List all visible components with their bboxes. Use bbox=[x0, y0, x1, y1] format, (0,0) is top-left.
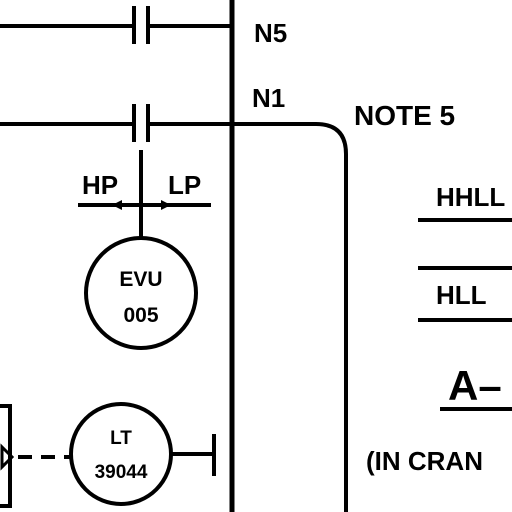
hp-arrow-icon bbox=[112, 200, 122, 210]
evu-tag-label: EVU bbox=[119, 268, 162, 291]
lt-instrument-bubble bbox=[69, 402, 173, 506]
lt-tag-label: LT bbox=[110, 428, 132, 449]
n5-label: N5 bbox=[254, 18, 287, 48]
n1-line-curved-run bbox=[148, 122, 348, 512]
left-device-arrow-icon bbox=[0, 443, 15, 471]
crane-note-label: (IN CRAN bbox=[366, 446, 483, 476]
hp-lp-tap bbox=[78, 150, 211, 238]
evu-number-label: 005 bbox=[123, 304, 158, 327]
n1-label: N1 bbox=[252, 83, 285, 113]
lt-number-label: 39044 bbox=[95, 462, 148, 483]
line-n5 bbox=[0, 6, 232, 44]
evu-instrument-bubble bbox=[84, 236, 198, 350]
hhll-label: HHLL bbox=[436, 182, 505, 212]
hll-label: HLL bbox=[436, 280, 487, 310]
lp-arrow-icon bbox=[161, 200, 171, 210]
lp-label: LP bbox=[168, 170, 201, 200]
line-n1 bbox=[0, 104, 348, 512]
note-label: NOTE 5 bbox=[354, 100, 455, 131]
lt-signal-link bbox=[0, 404, 72, 508]
section-label: A– bbox=[448, 362, 502, 409]
hp-label: HP bbox=[82, 170, 118, 200]
